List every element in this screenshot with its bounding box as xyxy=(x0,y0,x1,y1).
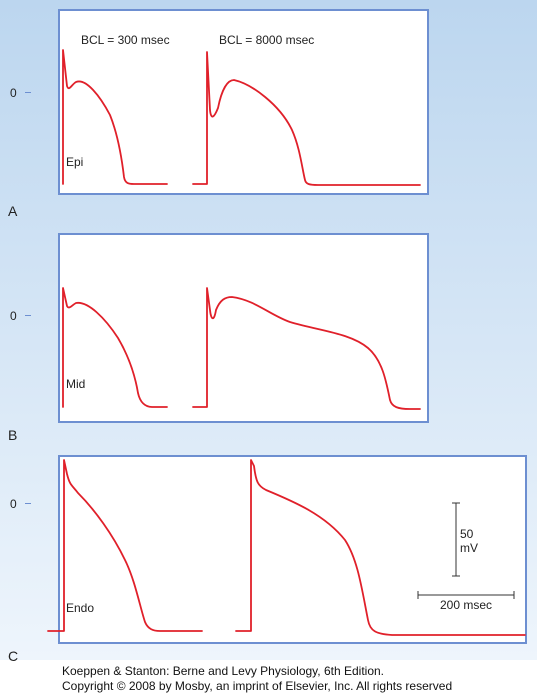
panel-mid xyxy=(58,233,429,423)
voltage-scale-label: 50 mV xyxy=(460,527,478,555)
mid-trace-long-bcl xyxy=(192,287,421,410)
zero-tick-c xyxy=(25,503,31,504)
zero-label-a: 0 xyxy=(10,86,17,100)
panel-letter-b: B xyxy=(8,427,18,443)
endo-trace-short-bcl xyxy=(47,459,203,632)
action-potential-traces xyxy=(47,49,526,636)
time-scale-label: 200 msec xyxy=(440,598,493,612)
zero-tick-b xyxy=(25,315,31,316)
panel-endo xyxy=(58,455,527,644)
figure-area: A B C 0 0 0 Epi Mid Endo BCL = 300 msec … xyxy=(0,0,537,664)
bcl-long-label: BCL = 8000 msec xyxy=(219,33,315,47)
caption-line-2: Copyright © 2008 by Mosby, an imprint of… xyxy=(62,679,453,693)
zero-label-c: 0 xyxy=(10,497,17,511)
figure-caption: Koeppen & Stanton: Berne and Levy Physio… xyxy=(62,664,532,694)
zero-label-b: 0 xyxy=(10,309,17,323)
endo-trace-long-bcl xyxy=(235,459,526,636)
epi-trace-long-bcl xyxy=(192,51,421,186)
panel-epi xyxy=(58,9,429,195)
epi-trace-short-bcl xyxy=(62,49,168,185)
zero-tick-a xyxy=(25,92,31,93)
region-label-epi: Epi xyxy=(66,155,84,169)
trace-group xyxy=(47,49,526,636)
voltage-scale-unit: mV xyxy=(460,541,478,555)
region-label-endo: Endo xyxy=(66,601,95,615)
panel-letter-c: C xyxy=(8,648,19,664)
panel-letter-a: A xyxy=(8,203,18,219)
mid-trace-short-bcl xyxy=(62,287,168,408)
region-label-mid: Mid xyxy=(66,377,86,391)
caption-line-1: Koeppen & Stanton: Berne and Levy Physio… xyxy=(62,664,384,678)
scale-bars xyxy=(417,502,515,599)
bcl-short-label: BCL = 300 msec xyxy=(81,33,170,47)
voltage-scale-value: 50 xyxy=(460,527,474,541)
